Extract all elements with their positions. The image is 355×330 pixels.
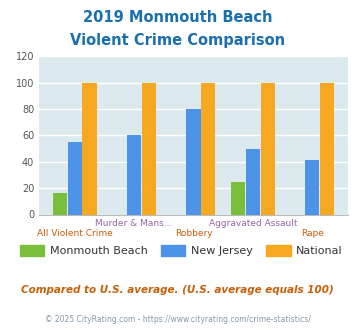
Bar <box>142 82 156 214</box>
Text: © 2025 CityRating.com - https://www.cityrating.com/crime-statistics/: © 2025 CityRating.com - https://www.city… <box>45 315 310 324</box>
Bar <box>231 182 245 215</box>
Legend: Monmouth Beach, New Jersey, National: Monmouth Beach, New Jersey, National <box>20 245 343 256</box>
Bar <box>186 109 201 214</box>
Text: Rape: Rape <box>301 229 324 238</box>
Bar <box>201 82 215 214</box>
Text: Compared to U.S. average. (U.S. average equals 100): Compared to U.S. average. (U.S. average … <box>21 285 334 295</box>
Text: All Violent Crime: All Violent Crime <box>37 229 113 238</box>
Bar <box>53 193 67 214</box>
Text: Violent Crime Comparison: Violent Crime Comparison <box>70 33 285 48</box>
Bar <box>320 82 334 214</box>
Bar <box>82 82 97 214</box>
Text: Aggravated Assault: Aggravated Assault <box>209 219 297 228</box>
Text: Murder & Mans...: Murder & Mans... <box>95 219 173 228</box>
Bar <box>67 142 82 214</box>
Bar <box>127 135 141 214</box>
Bar <box>261 82 275 214</box>
Text: Robbery: Robbery <box>175 229 212 238</box>
Bar <box>246 148 260 214</box>
Bar <box>305 160 320 214</box>
Text: 2019 Monmouth Beach: 2019 Monmouth Beach <box>83 10 272 25</box>
